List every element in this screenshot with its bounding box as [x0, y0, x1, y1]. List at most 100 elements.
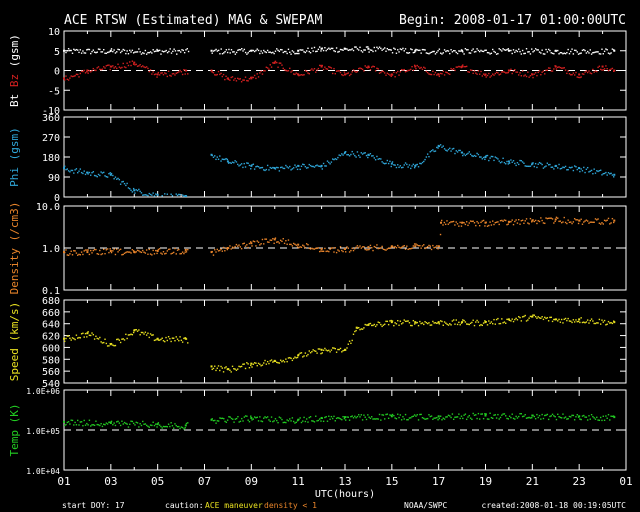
data-dot	[136, 65, 139, 67]
data-dot	[544, 414, 546, 417]
data-dot	[303, 163, 305, 166]
data-dot	[321, 250, 323, 252]
data-dot	[534, 72, 537, 74]
data-dot	[564, 317, 567, 320]
data-dot	[399, 165, 402, 167]
data-dot	[585, 52, 588, 54]
data-dot	[252, 363, 255, 365]
data-dot	[567, 48, 569, 51]
data-dot	[278, 362, 281, 364]
data-dot	[119, 341, 122, 344]
data-dot	[104, 424, 106, 426]
data-dot	[248, 367, 251, 369]
data-dot	[346, 246, 348, 248]
data-dot	[494, 221, 497, 224]
data-dot	[298, 52, 300, 55]
data-dot	[235, 369, 238, 371]
data-dot	[126, 251, 128, 253]
data-dot	[576, 414, 578, 416]
data-dot	[179, 69, 181, 72]
y-axis-label-speed: Speed (km/s)	[8, 302, 21, 381]
data-dot	[153, 424, 156, 427]
data-dot	[165, 425, 167, 428]
data-dot	[259, 72, 261, 74]
data-dot	[84, 52, 87, 54]
data-dot	[123, 252, 126, 255]
data-dot	[355, 71, 357, 73]
data-dot	[368, 51, 370, 53]
data-dot	[361, 68, 364, 71]
data-dot	[152, 334, 154, 336]
data-dot	[568, 221, 571, 224]
data-dot	[434, 150, 437, 152]
data-dot	[519, 50, 521, 53]
data-dot	[266, 67, 269, 69]
data-dot	[279, 166, 282, 169]
data-dot	[299, 417, 301, 419]
data-dot	[520, 53, 523, 55]
data-dot	[106, 423, 109, 425]
data-dot	[489, 221, 491, 223]
data-dot	[211, 52, 213, 54]
data-dot	[369, 322, 372, 325]
data-dot	[229, 416, 231, 418]
data-dot	[441, 320, 443, 323]
data-dot	[129, 49, 131, 52]
data-dot	[549, 217, 551, 219]
data-dot	[166, 51, 169, 54]
data-dot	[324, 416, 326, 419]
data-dot	[559, 416, 562, 419]
data-dot	[441, 73, 443, 75]
data-dot	[160, 53, 162, 55]
data-dot	[220, 365, 222, 368]
data-dot	[442, 52, 444, 54]
data-dot	[125, 333, 127, 336]
data-dot	[285, 164, 287, 167]
data-dot	[350, 342, 352, 344]
data-dot	[571, 166, 573, 168]
data-dot	[501, 50, 503, 52]
data-dot	[164, 193, 166, 195]
data-dot	[143, 66, 145, 68]
data-dot	[326, 68, 329, 70]
data-dot	[350, 153, 352, 156]
y-axis-label-mag: Bt Bz (gsm)	[8, 34, 21, 107]
data-dot	[507, 223, 510, 225]
data-dot	[421, 48, 424, 51]
data-dot	[568, 320, 571, 322]
data-dot	[544, 222, 546, 225]
data-dot	[536, 222, 538, 225]
data-dot	[506, 160, 508, 163]
data-dot	[138, 329, 140, 331]
data-dot	[532, 51, 534, 53]
data-dot	[416, 163, 418, 166]
y-tick-label: 90	[48, 173, 60, 184]
data-dot	[416, 64, 418, 67]
data-dot	[420, 162, 422, 165]
data-dot	[541, 71, 543, 73]
data-dot	[558, 53, 560, 55]
data-dot	[335, 70, 338, 72]
data-dot	[127, 251, 130, 253]
data-dot	[452, 418, 455, 421]
data-dot	[508, 69, 511, 72]
data-dot	[495, 318, 498, 321]
data-dot	[324, 165, 326, 167]
data-dot	[592, 68, 594, 71]
data-dot	[478, 324, 481, 327]
data-point	[210, 365, 213, 368]
data-dot	[606, 49, 608, 51]
data-dot	[445, 149, 447, 151]
data-dot	[492, 155, 494, 158]
data-point	[461, 151, 464, 154]
data-dot	[67, 48, 70, 50]
data-dot	[381, 414, 383, 416]
data-dot	[443, 74, 446, 76]
data-dot	[178, 49, 181, 52]
data-dot	[477, 222, 480, 224]
data-dot	[268, 51, 270, 53]
data-dot	[148, 248, 150, 251]
data-dot	[302, 49, 304, 51]
data-dot	[506, 72, 508, 74]
data-dot	[495, 221, 498, 223]
